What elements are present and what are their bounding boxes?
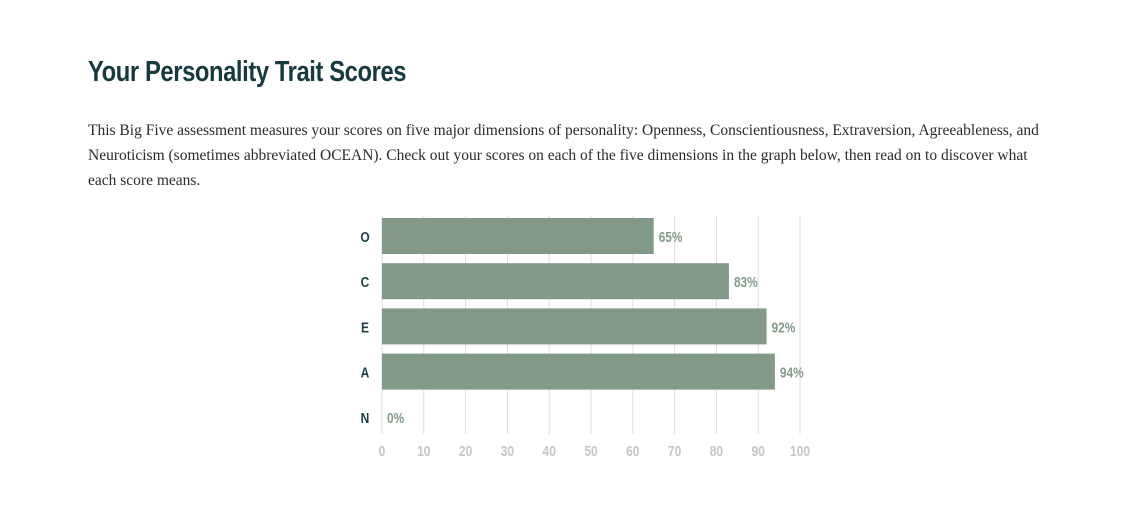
value-label: 83% — [734, 274, 758, 290]
bar — [382, 218, 654, 254]
category-label: O — [360, 229, 369, 246]
value-label: 94% — [780, 364, 804, 380]
trait-scores-chart: O 65% C 83% E 92% A 94% N 0% 0 10 20 30 40 50 60 70 80 90 10… — [340, 210, 840, 490]
x-tick-label: 70 — [668, 443, 681, 460]
bar — [382, 308, 767, 345]
category-label: E — [361, 319, 369, 336]
bar — [382, 263, 729, 300]
x-tick-label: 80 — [710, 443, 723, 460]
x-tick-label: 100 — [790, 443, 810, 460]
x-tick-label: 60 — [626, 443, 639, 460]
value-label: 65% — [659, 229, 683, 245]
x-tick-label: 40 — [543, 443, 556, 460]
value-label: 0% — [387, 410, 404, 426]
x-tick-label: 20 — [459, 443, 472, 460]
category-label: A — [361, 364, 370, 381]
bar-chart-svg: O 65% C 83% E 92% A 94% N 0% 0 10 20 30 40 50 60 70 80 90 10… — [360, 216, 810, 460]
category-label: N — [361, 410, 370, 427]
x-tick-label: 50 — [584, 443, 597, 460]
x-tick-label: 90 — [752, 443, 765, 460]
bar — [382, 353, 775, 390]
intro-paragraph: This Big Five assessment measures your s… — [88, 122, 1039, 189]
x-tick-label: 30 — [501, 443, 514, 460]
page-title: Your Personality Trait Scores — [88, 56, 407, 88]
x-tick-label: 0 — [379, 443, 386, 460]
x-tick-label: 10 — [417, 443, 430, 460]
value-label: 92% — [772, 319, 796, 335]
category-label: C — [361, 274, 370, 291]
